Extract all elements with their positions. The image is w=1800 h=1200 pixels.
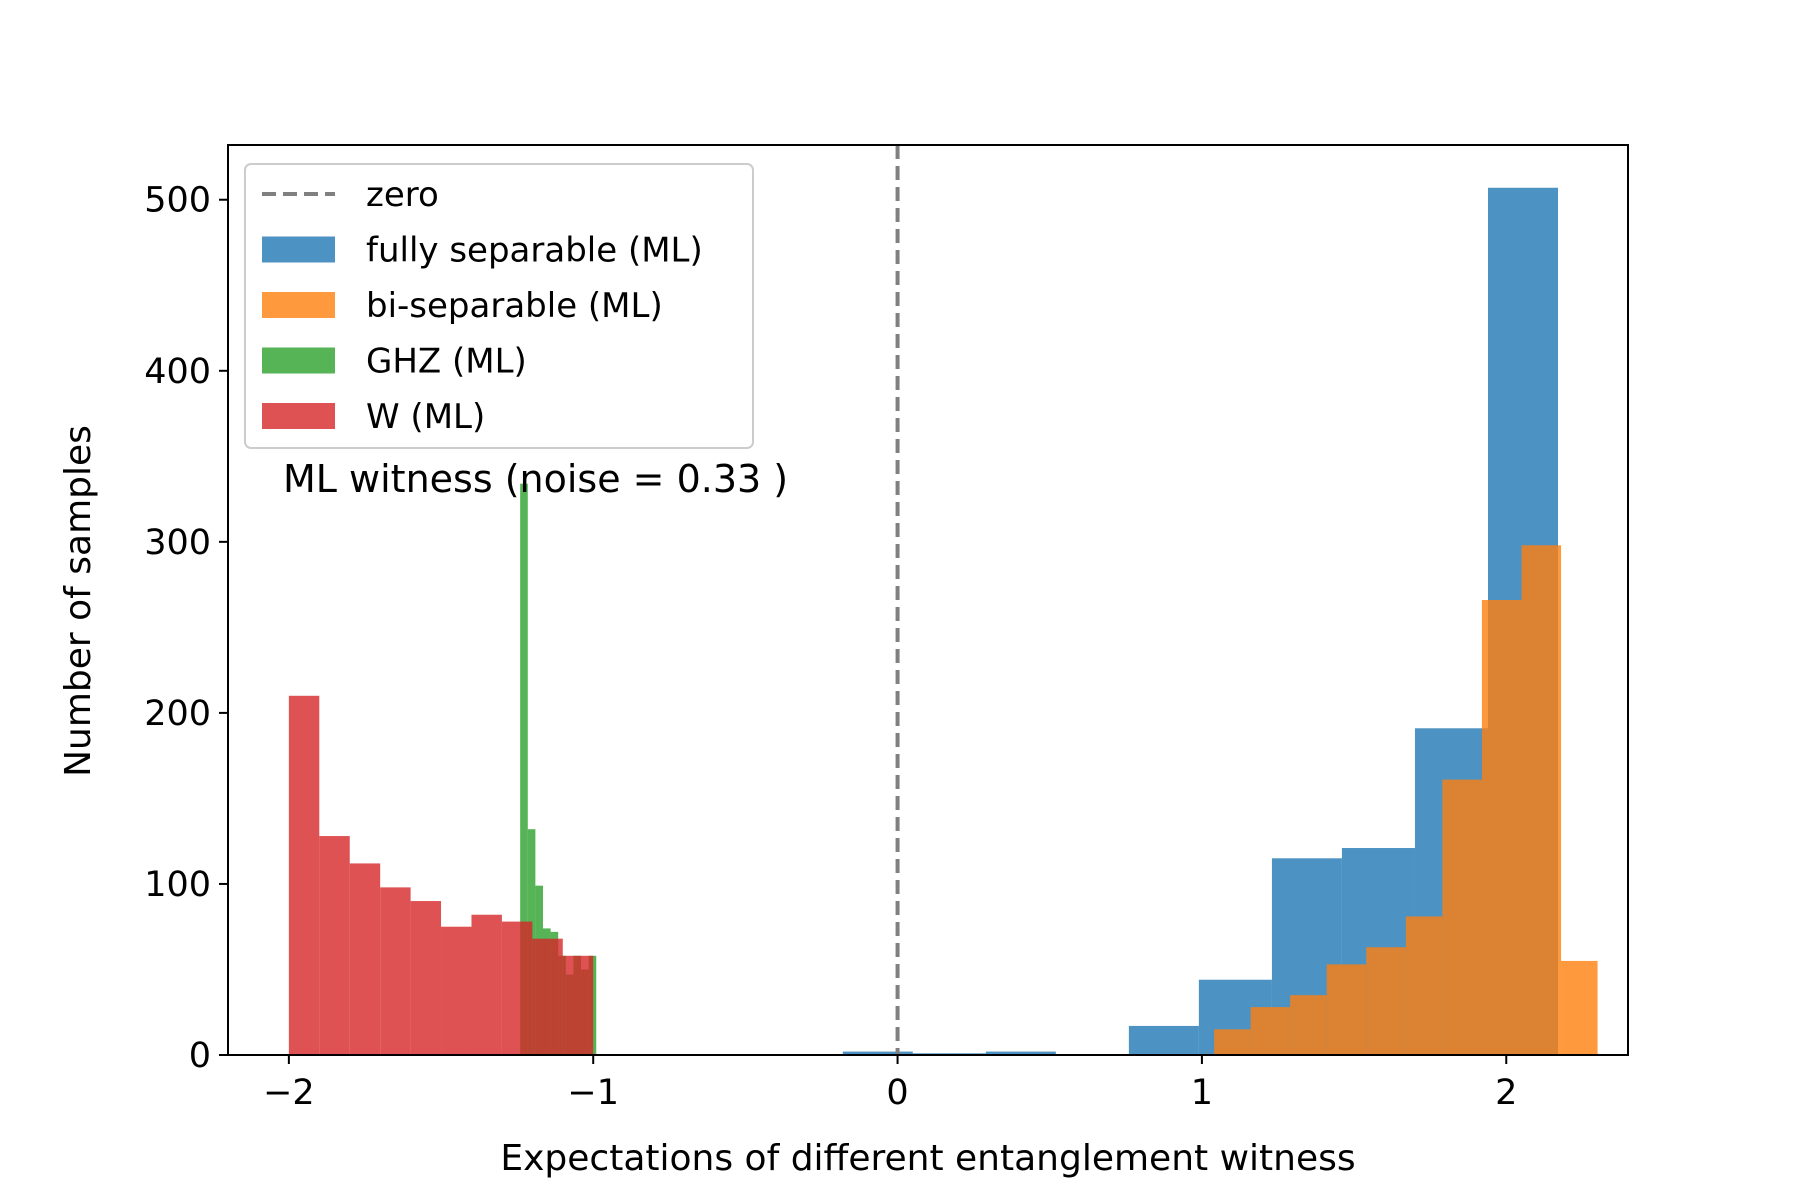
x-tick-label: 1 — [1191, 1073, 1213, 1113]
series-bi-separable-ml — [1214, 545, 1598, 1055]
histogram-bar — [380, 887, 411, 1055]
legend-label: GHZ (ML) — [366, 342, 527, 382]
histogram-bar — [532, 938, 563, 1055]
histogram-bar — [349, 863, 381, 1055]
histogram-bar — [319, 836, 350, 1055]
histogram-bar — [471, 914, 502, 1055]
histogram-bar — [1326, 964, 1367, 1055]
legend-swatch — [262, 347, 335, 374]
histogram-bar — [1290, 995, 1327, 1055]
histogram-bar — [501, 921, 533, 1055]
y-tick-label: 0 — [189, 1036, 211, 1076]
histogram-bar — [1481, 600, 1522, 1055]
legend: zero fully separable (ML) bi-separable (ML… — [244, 163, 754, 449]
histogram-bar — [1250, 1007, 1291, 1055]
series-w-ml — [288, 695, 594, 1055]
legend-swatch — [262, 236, 335, 263]
y-axis-label: Number of samples — [58, 425, 99, 777]
histogram-bar — [1405, 916, 1443, 1055]
histogram-bar — [1128, 1025, 1199, 1055]
histogram-bar — [985, 1051, 1056, 1055]
histogram-bar — [842, 1051, 913, 1055]
histogram-bar — [441, 926, 472, 1055]
y-tick-label: 400 — [144, 352, 211, 392]
x-axis-label: Expectations of different entanglement w… — [500, 1138, 1355, 1179]
histogram-bar — [288, 695, 320, 1055]
legend-swatch — [262, 403, 335, 429]
x-tick-label: −2 — [263, 1073, 315, 1113]
x-axis: −2 −1 0 1 2 — [263, 1055, 1517, 1113]
histogram-bar — [1521, 545, 1562, 1055]
plot-frame — [227, 144, 1629, 1056]
y-tick-label: 200 — [144, 694, 211, 734]
noise-annotation: ML witness (noise = 0.33 ) — [283, 457, 788, 501]
y-tick-label: 500 — [144, 181, 211, 221]
histogram-bar — [1366, 947, 1406, 1055]
y-axis: 0 100 200 300 400 500 — [144, 181, 228, 1076]
legend-label: fully separable (ML) — [366, 231, 703, 271]
legend-label: W (ML) — [366, 397, 485, 437]
histogram-bar — [562, 955, 594, 1055]
legend-label: bi-separable (ML) — [366, 286, 663, 326]
histogram-bar — [1214, 1029, 1251, 1055]
histogram-bar — [1561, 960, 1598, 1055]
x-tick-label: 0 — [886, 1073, 908, 1113]
histogram-bar — [520, 483, 528, 1055]
y-tick-label: 100 — [144, 865, 211, 905]
legend-label: zero — [366, 175, 439, 215]
plot-area — [227, 144, 1629, 1056]
x-tick-label: −1 — [567, 1073, 619, 1113]
legend-box — [244, 163, 754, 449]
legend-swatch — [262, 292, 335, 318]
histogram-bar — [410, 901, 442, 1055]
x-tick-label: 2 — [1495, 1073, 1517, 1113]
y-tick-label: 300 — [144, 523, 211, 563]
histogram-bar — [1442, 779, 1482, 1055]
